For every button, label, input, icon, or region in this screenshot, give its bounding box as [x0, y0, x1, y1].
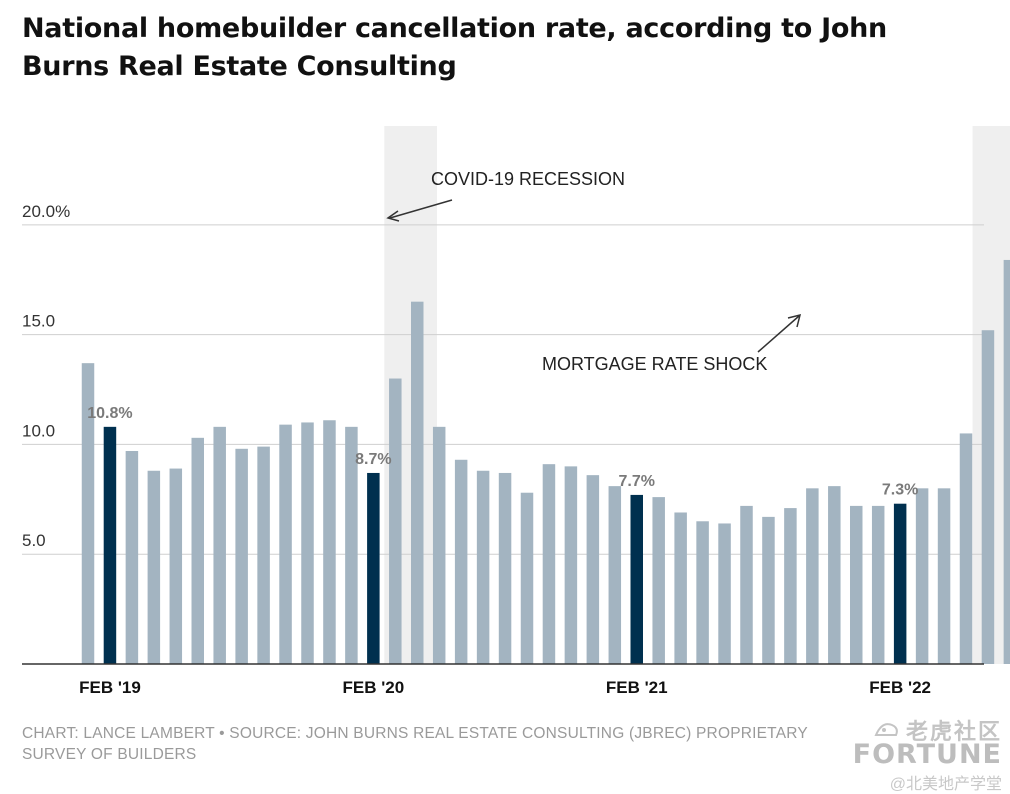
bars [81, 259, 1010, 664]
data-labels: 10.8%8.7%7.7%7.3%10.8% [87, 405, 918, 499]
bar-0 [81, 363, 95, 664]
annotation-arrow-mortgage [757, 315, 800, 353]
bar-18 [476, 470, 490, 664]
annotation-covid-recession: COVID-19 RECESSION [431, 169, 625, 189]
bar-chart: 5.0 10.0 15.0 20.0% FEB '19 FEB '20 FEB '21 FEB… [22, 126, 1010, 697]
bar-14 [389, 378, 402, 664]
source-caption: CHART: LANCE LAMBERT • SOURCE: JOHN BURN… [22, 725, 808, 763]
covid-annotation: COVID-19 RECESSION [386, 169, 625, 222]
bar-38 [915, 488, 929, 664]
bar-28 [696, 521, 709, 664]
bar-21 [542, 464, 556, 664]
bar-35 [850, 505, 863, 664]
x-tick-label: FEB '20 [343, 678, 405, 697]
bar-20 [520, 492, 534, 664]
bar-27 [674, 512, 687, 664]
bar-29 [718, 523, 731, 664]
data-label: 7.3% [882, 482, 918, 499]
bar-6 [213, 426, 226, 664]
bar-19 [498, 472, 512, 664]
bar-11 [323, 420, 336, 664]
annotation-arrow-covid [389, 199, 453, 219]
bar-25 [630, 494, 643, 664]
bar-30 [740, 505, 753, 664]
bar-16 [432, 426, 446, 664]
watermark-brand-cn: 老虎社区 [905, 719, 1002, 744]
x-tick-label: FEB '21 [606, 678, 668, 697]
data-label: 8.7% [355, 451, 391, 468]
bar-37 [893, 503, 907, 664]
y-tick-label: 10.0 [22, 421, 55, 440]
bar-12 [345, 426, 358, 664]
watermark: 老虎社区 FORTUNE @北美地产学堂 [853, 714, 1002, 794]
annotation-arrowhead-mortgage [787, 313, 802, 328]
bar-23 [586, 475, 600, 664]
bar-4 [169, 468, 183, 664]
data-label: 10.8% [87, 405, 132, 422]
watermark-logo-icon [872, 719, 902, 741]
watermark-handle: @北美地产学堂 [889, 776, 1002, 793]
bar-40 [959, 433, 973, 664]
bar-42 [1003, 259, 1010, 664]
annotation-arrowhead-covid [386, 210, 400, 222]
mortgage-annotation: MORTGAGE RATE SHOCK [542, 313, 802, 374]
bar-9 [279, 424, 292, 664]
bar-2 [125, 450, 139, 664]
fortune-logo: FORTUNE [852, 739, 1002, 770]
bar-36 [871, 505, 885, 664]
bar-32 [784, 508, 797, 664]
bar-10 [301, 422, 314, 664]
tick-labels: 5.0 10.0 15.0 20.0% FEB '19 FEB '20 FEB '21 FEB… [22, 202, 931, 697]
bar-15 [411, 301, 424, 664]
bar-34 [828, 486, 841, 664]
bar-7 [235, 448, 248, 664]
bar-22 [564, 466, 578, 664]
y-tick-label: 20.0% [22, 202, 70, 221]
bar-3 [147, 470, 161, 664]
y-tick-label: 15.0 [22, 312, 55, 331]
bar-26 [652, 497, 665, 664]
x-tick-label: FEB '19 [79, 678, 141, 697]
bar-5 [191, 437, 204, 664]
bar-39 [937, 488, 951, 664]
data-label: 7.7% [619, 473, 655, 490]
x-tick-label: FEB '22 [869, 678, 931, 697]
bar-13 [367, 472, 380, 664]
bar-17 [454, 459, 468, 664]
bar-24 [608, 486, 622, 664]
bar-1 [103, 426, 117, 664]
y-tick-label: 5.0 [22, 531, 46, 550]
chart-title: National homebuilder cancellation rate, … [22, 13, 887, 82]
bar-33 [806, 488, 819, 664]
bar-41 [981, 330, 995, 664]
bar-31 [762, 516, 775, 664]
annotation-mortgage-rate-shock: MORTGAGE RATE SHOCK [542, 354, 767, 374]
bar-8 [257, 446, 270, 664]
